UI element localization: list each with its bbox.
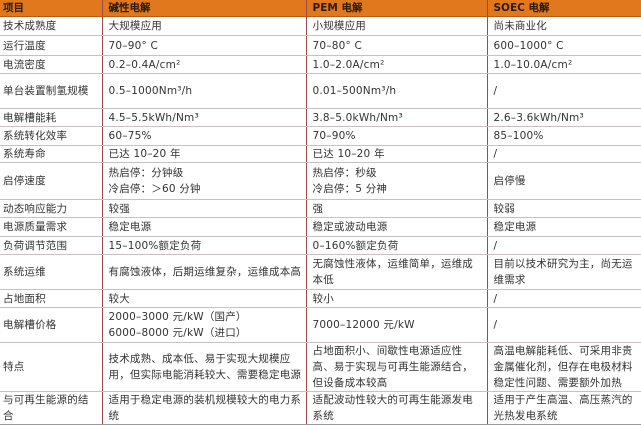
table-row: 单台装置制氢规模 0.5–1000Nm³/h 0.01–500Nm³/h /	[0, 73, 641, 109]
table-row: 电解槽能耗 4.5–5.5kWh/Nm³ 3.8–5.0kWh/Nm³ 2.6–3.6…	[0, 108, 641, 127]
cell-alkaline: 有腐蚀液体，后期运维复杂，运维成本高	[101, 254, 306, 290]
cell-alkaline: 70–90° C	[101, 35, 306, 56]
cell-pem: 70–90%	[305, 126, 487, 146]
cell-pem: 1.0–2.0A/cm²	[305, 55, 487, 74]
cell-soec: 尚未商业化	[486, 16, 641, 36]
cell-alkaline: 较强	[101, 199, 306, 218]
table-row: 系统运维 有腐蚀液体，后期运维复杂，运维成本高 无腐蚀性液体，运维简单，运维成本低目…	[0, 254, 641, 290]
cell-item: 系统转化效率	[0, 126, 102, 146]
cell-pem: 0–160%额定负荷	[305, 236, 487, 255]
cell-alkaline: 热启停：分钟级 冷启停：＞60 分钟	[101, 162, 306, 200]
cell-alkaline: 较大	[101, 289, 306, 308]
cell-soec: /	[486, 289, 641, 308]
cell-pem: 占地面积小、间歇性电源适应性高、易于实现与可再生能源结合，但设备成本较高	[305, 342, 487, 392]
table-row: 系统寿命 已达 10–20 年已达 10–20 年 /	[0, 145, 641, 163]
cell-item: 与可再生能源的结合	[0, 391, 102, 425]
table-row: 与可再生能源的结合 适用于稳定电源的装机规模较大的电力系统 适配波动性较大的可再生能…	[0, 391, 641, 425]
cell-soec: /	[486, 307, 641, 343]
cell-item: 电解槽能耗	[0, 108, 102, 127]
header-pem: PEM 电解	[305, 0, 487, 17]
cell-pem: 70–80° C	[305, 35, 487, 56]
cell-soec: 启停慢	[486, 162, 641, 200]
cell-soec: 较弱	[486, 199, 641, 218]
table-header-row: 项目 碱性电解 PEM 电解 SOEC 电解	[0, 0, 641, 17]
cell-alkaline: 0.2–0.4A/cm²	[101, 55, 306, 74]
table-row: 动态响应能力 较强强较弱	[0, 199, 641, 218]
cell-soec: 85–100%	[486, 126, 641, 146]
table-row: 运行温度 70–90° C 70–80° C 600–1000° C	[0, 35, 641, 56]
cell-item: 电源质量需求	[0, 217, 102, 237]
cell-pem: 3.8–5.0kWh/Nm³	[305, 108, 487, 127]
cell-soec: 2.6–3.6kWh/Nm³	[486, 108, 641, 127]
cell-alkaline: 0.5–1000Nm³/h	[101, 73, 306, 109]
cell-item: 负荷调节范围	[0, 236, 102, 255]
cell-alkaline: 适用于稳定电源的装机规模较大的电力系统	[101, 391, 306, 425]
cell-alkaline: 大规模应用	[101, 16, 306, 36]
table-row: 电源质量需求 稳定电源 稳定或波动电源 稳定电源	[0, 217, 641, 237]
cell-pem: 已达 10–20 年	[305, 145, 487, 163]
cell-pem: 稳定或波动电源	[305, 217, 487, 237]
cell-alkaline: 已达 10–20 年	[101, 145, 306, 163]
table-row: 电流密度 0.2–0.4A/cm² 1.0–2.0A/cm² 1.0–10.0A/cm…	[0, 55, 641, 74]
cell-item: 动态响应能力	[0, 199, 102, 218]
cell-alkaline: 稳定电源	[101, 217, 306, 237]
table-row: 特点 技术成熟、成本低、易于实现大规模应用，但实际电能消耗较大、需要稳定电源 占地面…	[0, 342, 641, 392]
cell-item: 系统运维	[0, 254, 102, 290]
cell-soec: 适用于产生高温、高压蒸汽的光热发电系统	[486, 391, 641, 425]
cell-soec: /	[486, 236, 641, 255]
table-row: 启停速度 热启停：分钟级 冷启停：＞60 分钟 热启停：秒级 冷启停：5 分神 启停慢	[0, 162, 641, 200]
table-row: 占地面积 较大 较小 /	[0, 289, 641, 308]
cell-pem: 7000–12000 元/kW	[305, 307, 487, 343]
header-soec: SOEC 电解	[486, 0, 641, 17]
cell-item: 占地面积	[0, 289, 102, 308]
cell-item: 技术成熟度	[0, 16, 102, 36]
table-row: 系统转化效率 60–75% 70–90% 85–100%	[0, 126, 641, 146]
table-row: 技术成熟度 大规模应用 小规模应用 尚未商业化	[0, 16, 641, 36]
header-item: 项目	[0, 0, 102, 17]
cell-soec: 600–1000° C	[486, 35, 641, 56]
cell-item: 电流密度	[0, 55, 102, 74]
table-row: 电解槽价格 2000–3000 元/kW（国产） 6000–8000 元/kW（进口…	[0, 307, 641, 343]
cell-alkaline: 15–100%额定负荷	[101, 236, 306, 255]
cell-soec: 1.0–10.0A/cm²	[486, 55, 641, 74]
header-alkaline: 碱性电解	[101, 0, 306, 17]
cell-item: 特点	[0, 342, 102, 392]
cell-soec: 目前以技术研究为主，尚无运维需求	[486, 254, 641, 290]
cell-alkaline: 2000–3000 元/kW（国产） 6000–8000 元/kW（进口）	[101, 307, 306, 343]
cell-item: 单台装置制氢规模	[0, 73, 102, 109]
cell-pem: 较小	[305, 289, 487, 308]
cell-alkaline: 60–75%	[101, 126, 306, 146]
cell-pem: 热启停：秒级 冷启停：5 分神	[305, 162, 487, 200]
cell-soec: 高温电解能耗低、可采用非贵金属催化剂，但存在电极材料稳定性问题、需要额外加热	[486, 342, 641, 392]
cell-item: 系统寿命	[0, 145, 102, 163]
cell-soec: 稳定电源	[486, 217, 641, 237]
cell-soec: /	[486, 73, 641, 109]
cell-item: 电解槽价格	[0, 307, 102, 343]
cell-item: 启停速度	[0, 162, 102, 200]
cell-pem: 强	[305, 199, 487, 218]
cell-alkaline: 4.5–5.5kWh/Nm³	[101, 108, 306, 127]
table-row: 负荷调节范围 15–100%额定负荷 0–160%额定负荷 /	[0, 236, 641, 255]
cell-pem: 无腐蚀性液体，运维简单，运维成本低	[305, 254, 487, 290]
cell-soec: /	[486, 145, 641, 163]
cell-pem: 0.01–500Nm³/h	[305, 73, 487, 109]
cell-item: 运行温度	[0, 35, 102, 56]
cell-pem: 适配波动性较大的可再生能源发电系统	[305, 391, 487, 425]
cell-alkaline: 技术成熟、成本低、易于实现大规模应用，但实际电能消耗较大、需要稳定电源	[101, 342, 306, 392]
cell-pem: 小规模应用	[305, 16, 487, 36]
